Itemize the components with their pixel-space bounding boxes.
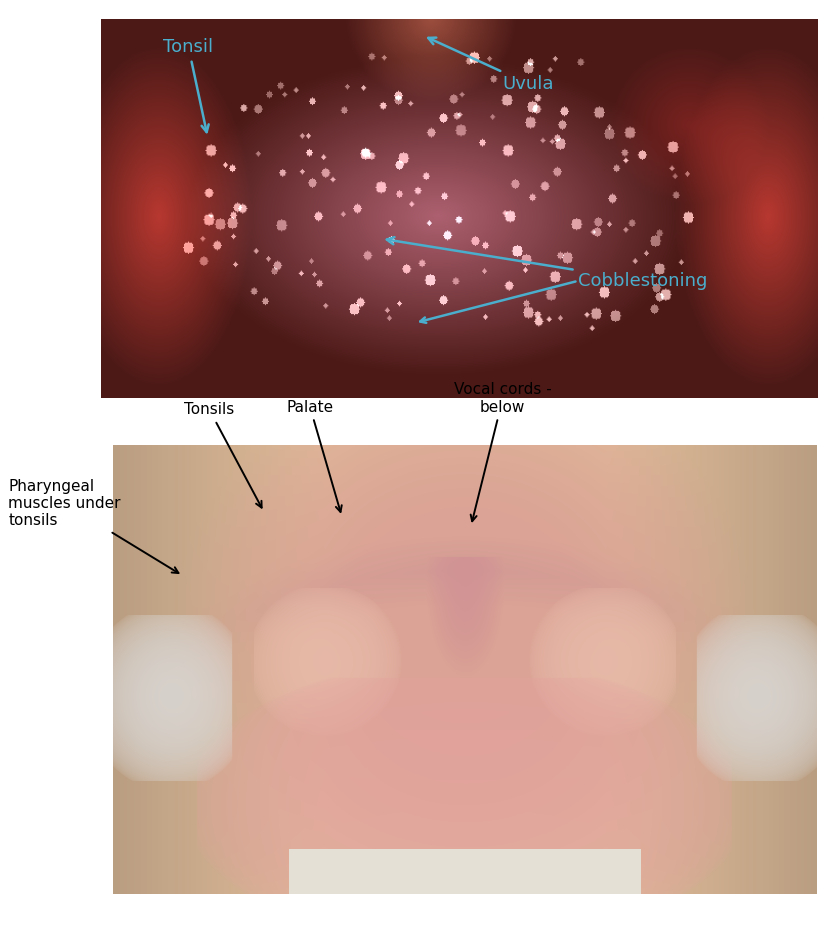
Text: Palate: Palate xyxy=(287,400,342,512)
Text: Uvula: Uvula xyxy=(428,37,554,93)
Text: Tonsil: Tonsil xyxy=(163,38,214,132)
Text: Vocal cords -
below: Vocal cords - below xyxy=(454,382,551,521)
Text: Pharyngeal
muscles under
tonsils: Pharyngeal muscles under tonsils xyxy=(8,478,178,573)
Text: Cobblestoning: Cobblestoning xyxy=(387,237,707,290)
Text: Tonsils: Tonsils xyxy=(184,402,261,507)
